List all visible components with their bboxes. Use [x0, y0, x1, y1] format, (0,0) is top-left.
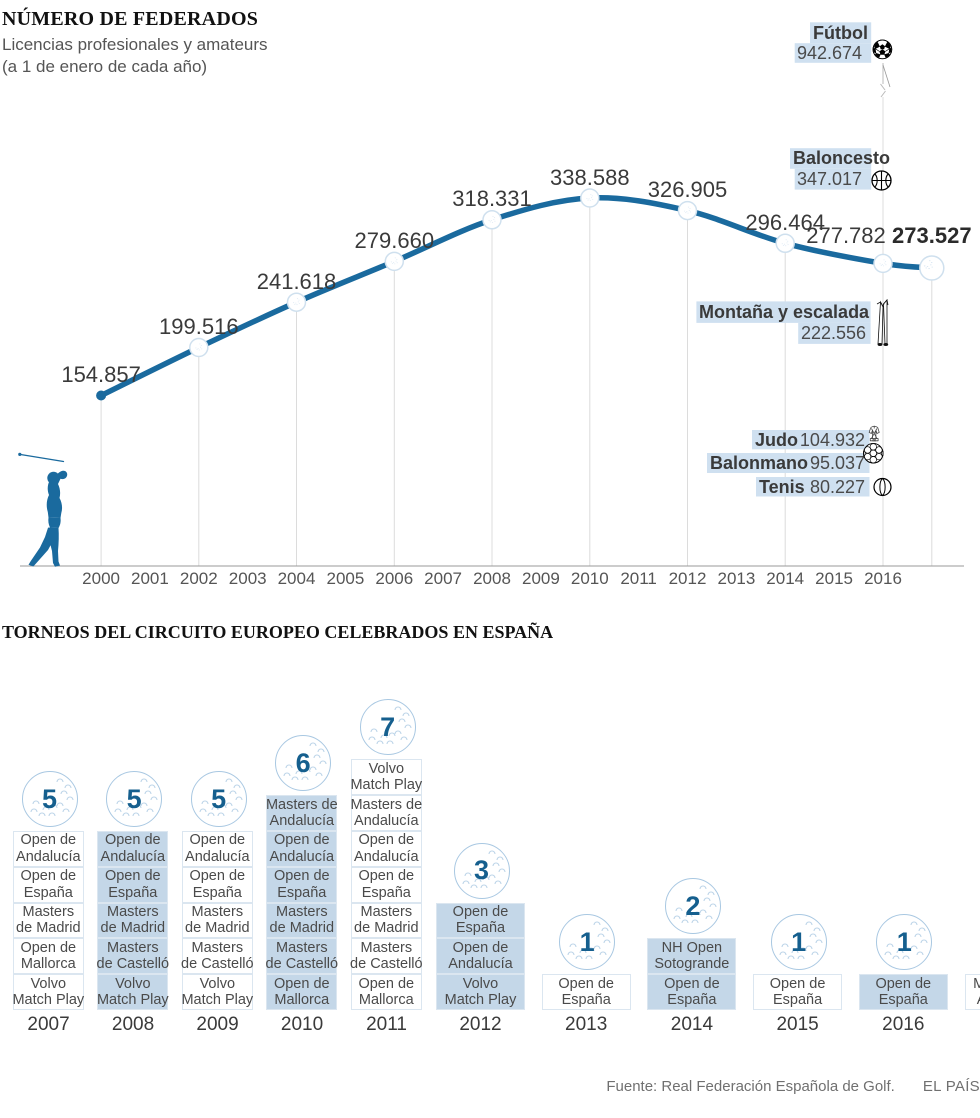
svg-text:942.674: 942.674: [797, 43, 862, 63]
svg-text:199.516: 199.516: [159, 314, 239, 339]
svg-text:241.618: 241.618: [257, 269, 337, 294]
svg-text:2015: 2015: [815, 569, 853, 588]
svg-text:273.527: 273.527: [892, 223, 972, 248]
svg-text:2000: 2000: [82, 569, 120, 588]
svg-text:95.037: 95.037: [810, 453, 865, 473]
svg-text:Montaña y escalada: Montaña y escalada: [699, 302, 870, 322]
svg-text:2003: 2003: [229, 569, 267, 588]
svg-text:2007: 2007: [424, 569, 462, 588]
svg-text:Tenis: Tenis: [759, 477, 805, 497]
svg-text:2006: 2006: [375, 569, 413, 588]
svg-text:80.227: 80.227: [810, 477, 865, 497]
svg-text:2016: 2016: [864, 569, 902, 588]
svg-text:222.556: 222.556: [801, 323, 866, 343]
svg-text:154.857: 154.857: [61, 362, 141, 387]
svg-text:Judo: Judo: [755, 430, 798, 450]
svg-text:Baloncesto: Baloncesto: [793, 148, 890, 168]
svg-text:2010: 2010: [571, 569, 609, 588]
svg-text:279.660: 279.660: [355, 228, 435, 253]
svg-text:2002: 2002: [180, 569, 218, 588]
svg-text:2011: 2011: [620, 569, 657, 588]
svg-text:326.905: 326.905: [648, 177, 728, 202]
svg-text:Fútbol: Fútbol: [813, 23, 868, 43]
svg-text:347.017: 347.017: [797, 169, 862, 189]
svg-text:104.932: 104.932: [800, 430, 865, 450]
svg-text:2012: 2012: [669, 569, 707, 588]
svg-text:277.782: 277.782: [806, 223, 886, 248]
svg-text:2001: 2001: [131, 569, 169, 588]
svg-text:2008: 2008: [473, 569, 511, 588]
svg-text:2014: 2014: [766, 569, 804, 588]
svg-text:2005: 2005: [326, 569, 364, 588]
svg-text:2013: 2013: [717, 569, 755, 588]
svg-text:318.331: 318.331: [452, 186, 532, 211]
svg-text:338.588: 338.588: [550, 165, 630, 190]
svg-text:Balonmano: Balonmano: [710, 453, 808, 473]
svg-text:2009: 2009: [522, 569, 560, 588]
svg-text:2004: 2004: [278, 569, 316, 588]
